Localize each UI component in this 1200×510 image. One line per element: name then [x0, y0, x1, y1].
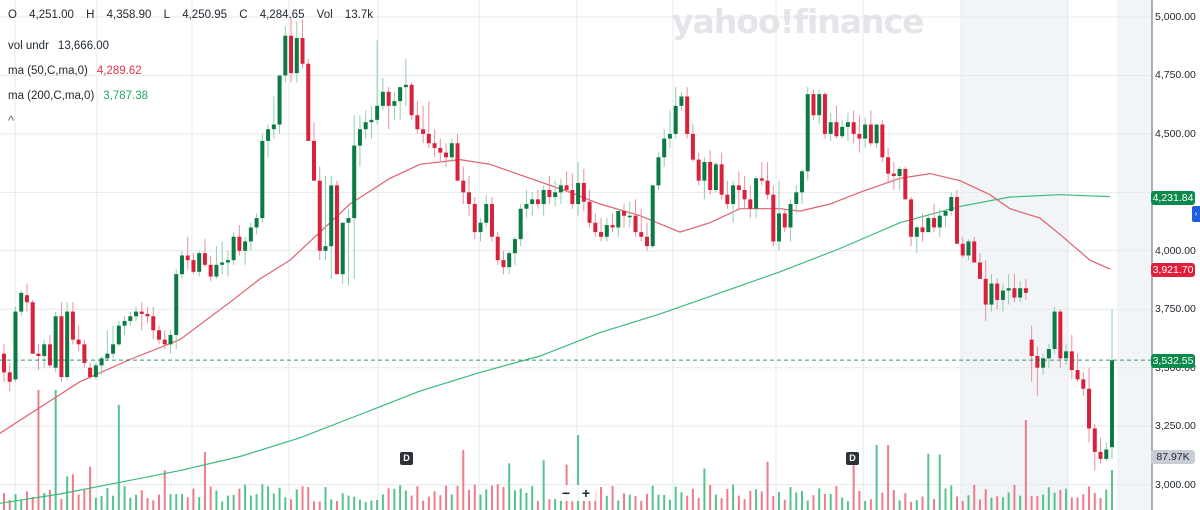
high-value: H 4,358.90 [86, 9, 152, 21]
zoom-out-button[interactable]: − [561, 485, 571, 501]
low-value: L 4,250.95 [163, 9, 227, 21]
zoom-in-button[interactable]: + [581, 485, 591, 501]
y-axis-tick: 4,500.00 [1155, 127, 1196, 140]
candlesticks [2, 17, 1114, 471]
ma200-line [0, 194, 1111, 504]
y-axis-tick: 3,000.00 [1155, 478, 1196, 491]
dividend-marker[interactable]: D [846, 452, 859, 465]
ma50-legend[interactable]: ma (50,C,ma,0) 4,289.62 [8, 65, 142, 77]
ma200-legend[interactable]: ma (200,C,ma,0) 3,787.38 [8, 90, 149, 102]
y-axis-tick: 4,000.00 [1155, 244, 1196, 257]
open-value: O 4,251.00 [8, 9, 74, 21]
y-axis-tick: 3,250.00 [1155, 420, 1196, 433]
zoom-controls: − + [556, 485, 596, 501]
y-axis-tick: 4,750.00 [1155, 69, 1196, 82]
grid-lines [0, 0, 1152, 510]
yahoo-finance-watermark: yahoo!finance [672, 2, 925, 41]
ma200-price-tag: 4,231.84 [1151, 191, 1195, 205]
ma50-line [0, 158, 1111, 434]
collapse-legend-icon[interactable]: ^ [8, 113, 15, 128]
ma50-price-tag: 3,921.70 [1151, 263, 1195, 277]
vol-undr-legend[interactable]: vol undr 13,666.00 [8, 40, 110, 52]
dividend-marker[interactable]: D [400, 452, 413, 465]
volume-tag: 87.97K [1151, 450, 1195, 464]
volume-value: Vol 13.7k [316, 9, 374, 21]
shaded-regions [961, 0, 1152, 510]
y-axis-tick: 3,750.00 [1155, 303, 1196, 316]
y-axis-tick: 5,000.00 [1155, 11, 1196, 23]
close-value: C 4,284.65 [239, 9, 305, 21]
last-price-tag: 3,532.55 [1151, 354, 1195, 368]
expand-panel-icon[interactable]: › [1192, 206, 1200, 222]
volume-bars [3, 390, 1113, 510]
ohlc-legend: O 4,251.00 H 4,358.90 L 4,250.95 C 4,284… [8, 9, 382, 21]
